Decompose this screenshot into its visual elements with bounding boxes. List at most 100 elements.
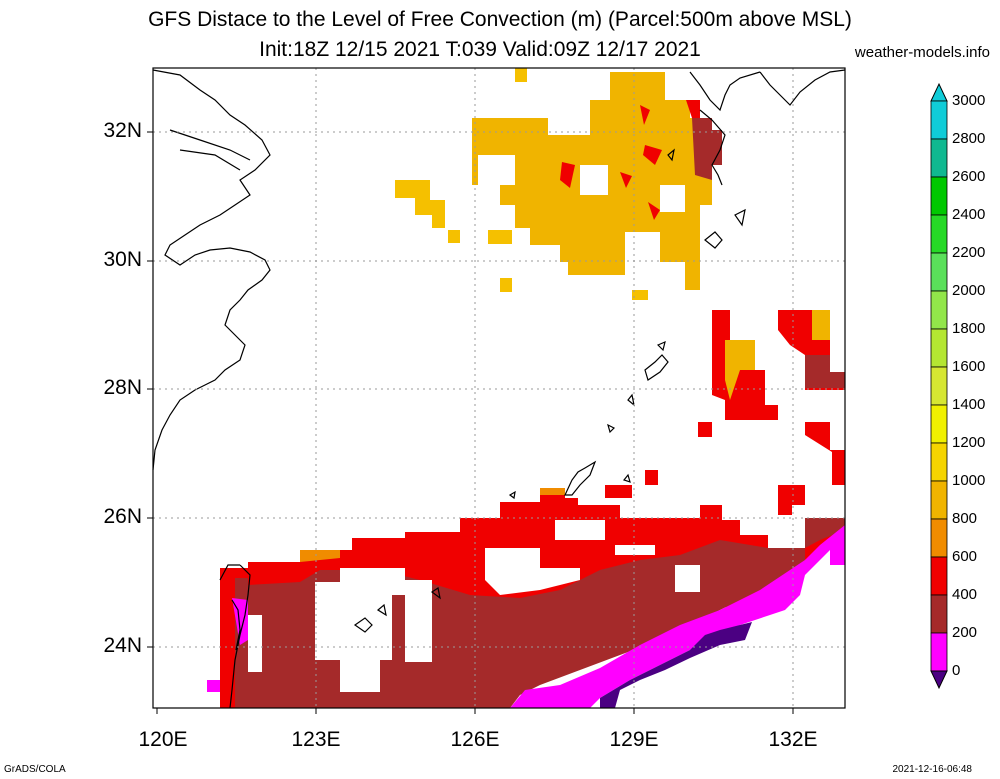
lat-label-30n: 30N [103, 248, 142, 271]
colorbar-swatch-0-200 [930, 632, 948, 672]
colorbar-bottom-arrow [930, 670, 948, 690]
footer-software: GrADS/COLA [4, 764, 66, 775]
colorbar-swatch-1600-1800 [930, 328, 948, 368]
kyushu-coast [689, 71, 761, 186]
colorbar-label-1400: 1400 [952, 396, 986, 413]
lfc-hole-s1 [315, 568, 405, 692]
colorbar-label-800: 800 [952, 510, 978, 527]
colorbar [930, 82, 948, 690]
colorbar-label-600: 600 [952, 548, 978, 565]
lon-label-132e: 132E [768, 728, 818, 751]
lfc-brown-north [692, 118, 722, 180]
colorbar-swatch-1800-2000 [930, 290, 948, 330]
lfc-hole-s6 [675, 565, 700, 592]
colorbar-label-2600: 2600 [952, 168, 986, 185]
lfc-hole-s4 [485, 548, 580, 595]
lfc-region-orange-small3 [500, 278, 512, 292]
lfc-region-magenta [510, 525, 845, 708]
colorbar-swatch-2800-3000 [930, 100, 948, 140]
colorbar-swatch-1000-1200 [930, 442, 948, 482]
lfc-hole-s7 [555, 520, 605, 540]
colorbar-label-2400: 2400 [952, 206, 986, 223]
colorbar-label-400: 400 [952, 586, 978, 603]
colorbar-label-2200: 2200 [952, 244, 986, 261]
colorbar-label-1600: 1600 [952, 358, 986, 375]
okinawa-island [508, 460, 597, 500]
lfc-region-magenta-west2 [232, 598, 248, 645]
lfc-hole-s5 [615, 545, 655, 555]
lfc-red-north [686, 100, 700, 118]
colorbar-swatch-600-800 [930, 518, 948, 558]
lon-label-123e: 123E [291, 728, 341, 751]
lfc-region-orange-east-2 [725, 340, 755, 400]
lfc-region-brown-east-1 [805, 355, 845, 388]
lfc-hole-s3 [405, 580, 432, 662]
lat-label-32n: 32N [103, 119, 142, 142]
lfc-region-red-east-7 [605, 485, 632, 498]
lfc-region-orange-small5 [448, 230, 460, 243]
lfc-red-spot-3 [620, 172, 632, 188]
colorbar-label-2000: 2000 [952, 282, 986, 299]
lfc-region-red-east-4 [805, 422, 845, 485]
lfc-region-red-east-6 [778, 485, 805, 515]
lfc-red-spot-4 [640, 105, 650, 125]
lfc-region-orange-small4 [515, 68, 527, 82]
colorbar-swatch-2200-2400 [930, 214, 948, 254]
lfc-region-red-east-5 [645, 470, 658, 485]
coastlines [152, 69, 846, 709]
lfc-hole-1 [580, 165, 608, 195]
map-subtitle: Init:18Z 12/15 2021 T:039 Valid:09Z 12/1… [259, 38, 701, 61]
lfc-region-magenta-west [207, 680, 220, 692]
lfc-region-orange-small2 [488, 230, 512, 244]
graticule [153, 68, 845, 708]
lfc-red-spot-1 [643, 145, 662, 165]
lfc-hole-s2 [248, 615, 262, 672]
lfc-region-orange-east-1 [812, 310, 830, 340]
amami-island [644, 340, 669, 381]
lfc-orange-south [300, 550, 340, 562]
lat-label-24n: 24N [103, 634, 142, 657]
lfc-region-orange-small6 [632, 290, 648, 300]
ryukyu-small-islands [607, 393, 635, 483]
colorbar-label-200: 200 [952, 624, 978, 641]
colorbar-swatch-800-1000 [930, 480, 948, 520]
colorbar-swatch-200-400 [930, 594, 948, 634]
lfc-field [207, 68, 845, 708]
china-coastline [152, 69, 271, 471]
colorbar-label-1200: 1200 [952, 434, 986, 451]
colorbar-swatch-2400-2600 [930, 176, 948, 216]
colorbar-swatch-1400-1600 [930, 366, 948, 406]
colorbar-label-2800: 2800 [952, 130, 986, 147]
lon-label-129e: 129E [609, 728, 659, 751]
axis-ticks [147, 131, 794, 714]
colorbar-swatch-2600-2800 [930, 138, 948, 178]
colorbar-label-1800: 1800 [952, 320, 986, 337]
colorbar-label-1000: 1000 [952, 472, 986, 489]
lon-label-120e: 120E [138, 728, 188, 751]
colorbar-swatch-1200-1400 [930, 404, 948, 444]
lfc-hole-3 [660, 185, 685, 212]
lfc-region-orange-small1 [395, 180, 445, 228]
colorbar-top-arrow [930, 82, 948, 102]
map-frame [152, 67, 846, 709]
lon-label-126e: 126E [450, 728, 500, 751]
lfc-region-purple [600, 622, 752, 708]
lfc-red-spot-5 [648, 202, 660, 220]
lat-label-28n: 28N [103, 376, 142, 399]
islands-north [667, 148, 746, 249]
lfc-orange-south2 [540, 488, 565, 495]
kyushu-east-coast [759, 69, 846, 106]
site-credit: weather-models.info [854, 44, 990, 61]
taiwan-coast [219, 564, 251, 709]
lfc-hole-2 [478, 155, 515, 185]
colorbar-swatch-400-600 [930, 556, 948, 596]
lat-label-26n: 26N [103, 505, 142, 528]
yangtze-estuary [169, 129, 251, 171]
lfc-region-brown-east [805, 518, 845, 548]
colorbar-label-0: 0 [952, 662, 961, 679]
map-title: GFS Distace to the Level of Free Convect… [148, 8, 852, 31]
footer-timestamp: 2021-12-16-06:48 [892, 764, 972, 775]
colorbar-label-3000: 3000 [952, 92, 986, 109]
lfc-red-spot-2 [560, 162, 575, 188]
